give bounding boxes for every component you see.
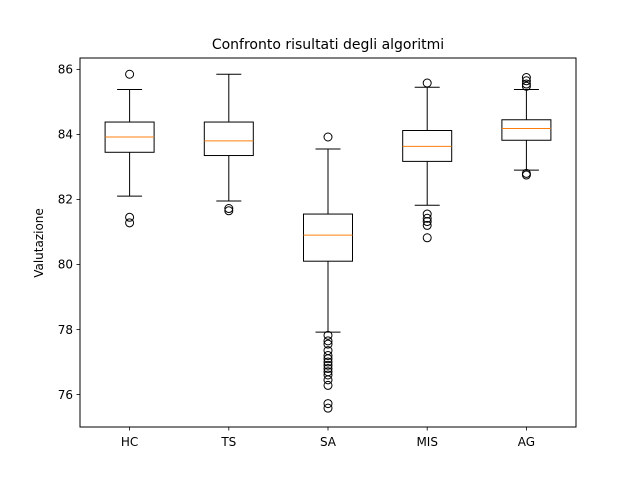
- outlier-point: [323, 370, 333, 380]
- outlier-point: [323, 363, 333, 373]
- outlier-point: [521, 170, 531, 180]
- outlier-point: [323, 380, 333, 390]
- y-axis-label: Valutazione: [32, 208, 46, 278]
- outlier-point: [125, 218, 135, 228]
- iqr-box: [303, 213, 353, 262]
- outlier-point: [422, 233, 432, 243]
- outlier-point: [323, 375, 333, 385]
- outlier-point: [521, 76, 531, 86]
- outlier-point: [323, 350, 333, 360]
- outlier-point: [422, 209, 432, 219]
- y-tick-label: 76: [58, 388, 73, 402]
- outlier-point: [323, 132, 333, 142]
- y-tick-label: 82: [58, 193, 73, 207]
- outlier-point: [521, 79, 531, 89]
- outlier-point: [125, 212, 135, 222]
- outlier-point: [422, 213, 432, 223]
- x-tick-label: HC: [121, 435, 138, 449]
- outlier-point: [323, 399, 333, 409]
- outlier-point: [521, 73, 531, 83]
- outlier-point: [125, 69, 135, 79]
- outlier-point: [422, 217, 432, 227]
- y-tick-label: 86: [58, 63, 73, 77]
- outlier-point: [323, 354, 333, 364]
- x-tick-label: TS: [220, 435, 236, 449]
- outlier-point: [323, 330, 333, 340]
- outlier-point: [323, 360, 333, 370]
- plot-area: [104, 69, 552, 413]
- x-tick-label: SA: [320, 435, 337, 449]
- y-tick-label: 78: [58, 323, 73, 337]
- iqr-box: [203, 121, 254, 157]
- outlier-point: [422, 78, 432, 88]
- outlier-point: [422, 220, 432, 230]
- outlier-point: [323, 336, 333, 346]
- outlier-point: [224, 204, 234, 214]
- chart-title: Confronto risultati degli algoritmi: [212, 37, 444, 53]
- outlier-point: [224, 206, 234, 216]
- outlier-point: [323, 357, 333, 367]
- y-tick-label: 80: [58, 258, 73, 272]
- y-tick-label: 84: [58, 128, 73, 142]
- x-tick-label: AG: [518, 435, 535, 449]
- outlier-point: [323, 403, 333, 413]
- iqr-box: [501, 119, 552, 141]
- x-tick-label: MIS: [416, 435, 438, 449]
- outlier-point: [521, 81, 531, 91]
- outlier-point: [323, 339, 333, 349]
- plot-frame: [79, 57, 577, 428]
